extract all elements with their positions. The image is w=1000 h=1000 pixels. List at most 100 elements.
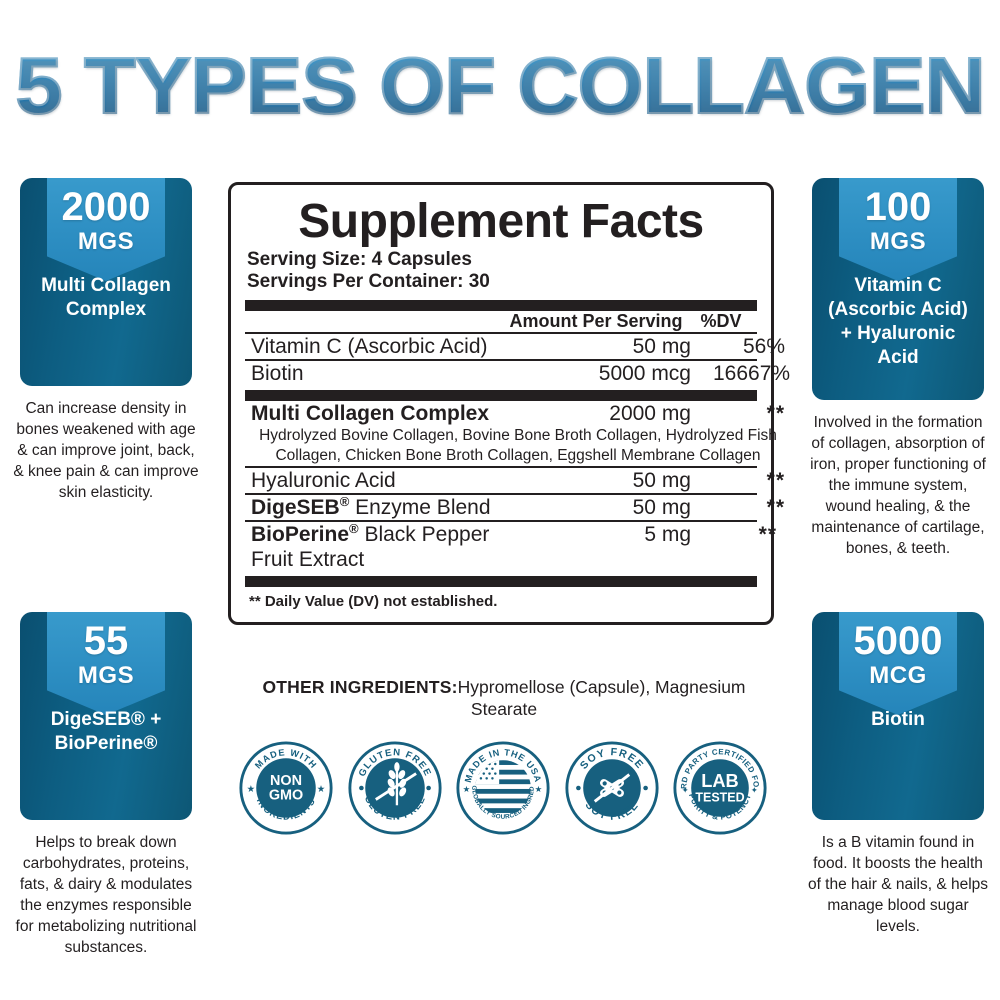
rule-thick-top <box>245 300 757 311</box>
badge-amount: 55 <box>83 619 129 663</box>
left-badge-column: 2000 MGS Multi Collagen Complex Can incr… <box>8 178 204 503</box>
nutrient-dv: ** <box>758 523 777 546</box>
badge-card: 100 MGS Vitamin C (Ascorbic Acid) + Hyal… <box>812 178 984 400</box>
badge-description: Involved in the formation of collagen, a… <box>810 414 986 557</box>
nutrient-name: DigeSEB® Enzyme Blend <box>245 495 513 520</box>
svg-text:✦: ✦ <box>682 785 690 795</box>
nutrient-amount: 50 mg <box>632 469 691 492</box>
nutrient-rows-ha: Hyaluronic Acid 50 mg ** <box>245 468 791 493</box>
badge-ribbon: 5000 MCG <box>839 612 957 715</box>
badge-description: Helps to break down carbohydrates, prote… <box>15 834 197 956</box>
nutrient-name: Biotin <box>251 362 304 385</box>
flag-glyph <box>475 760 531 816</box>
badge-amount: 2000 <box>61 185 151 229</box>
badge-name: DigeSEB® + BioPerine® <box>50 709 162 754</box>
nutrient-dv: ** <box>766 402 785 425</box>
badge-multi-collagen-complex: 2000 MGS Multi Collagen Complex Can incr… <box>8 178 204 503</box>
badge-unit: MGS <box>869 228 927 255</box>
nutrient-brand: DigeSEB <box>251 496 340 519</box>
table-header-row: Amount Per Serving %DV <box>245 311 757 332</box>
badge-unit: MGS <box>77 662 135 689</box>
badge-name: Multi Collagen Complex <box>41 275 171 320</box>
svg-text:★: ★ <box>317 784 326 795</box>
nutrient-amount: 5 mg <box>644 523 691 546</box>
col-header-name <box>245 311 507 332</box>
svg-text:✦: ✦ <box>751 785 759 795</box>
nutrient-rows-top: Vitamin C (Ascorbic Acid) 50 mg 56% <box>245 334 791 359</box>
badge-biotin: 5000 MCG Biotin Is a B vitamin found in … <box>800 612 996 937</box>
row-divider <box>245 493 757 495</box>
badge-unit: MCG <box>869 662 927 689</box>
registered-mark-icon: ® <box>339 494 350 509</box>
col-header-dv: %DV <box>700 311 742 331</box>
badge-unit: MGS <box>77 228 135 255</box>
page-title: 5 TYPES OF COLLAGEN <box>0 43 1000 129</box>
svg-text:TESTED: TESTED <box>695 790 744 804</box>
other-ingredients: OTHER INGREDIENTS:Hypromellose (Capsule)… <box>228 676 780 720</box>
table-row: Biotin 5000 mcg 16667% <box>245 361 791 386</box>
badge-vitamin-c-hyaluronic-acid: 100 MGS Vitamin C (Ascorbic Acid) + Hyal… <box>800 178 996 559</box>
badge-amount: 100 <box>864 185 932 229</box>
rule-thick-bottom <box>245 576 757 587</box>
servings-per-container: Servings Per Container: 30 <box>247 271 490 292</box>
row-divider <box>245 359 757 361</box>
table-row: Multi Collagen Complex 2000 mg ** <box>245 401 791 426</box>
nutrient-amount: 50 mg <box>632 335 691 358</box>
nutrient-amount: 50 mg <box>632 496 691 519</box>
right-badge-column: 100 MGS Vitamin C (Ascorbic Acid) + Hyal… <box>800 178 996 559</box>
badge-name: Biotin <box>871 709 925 730</box>
supplement-facts-table: Amount Per Serving %DV <box>245 311 757 332</box>
table-row: DigeSEB® Enzyme Blend 50 mg ** <box>245 495 791 520</box>
svg-text:★: ★ <box>247 784 256 795</box>
serving-size: Serving Size: 4 Capsules <box>247 249 472 270</box>
nutrient-rows-blend: Multi Collagen Complex 2000 mg ** Hydrol… <box>245 401 791 466</box>
nutrient-name-rest: Black Pepper Fruit Extract <box>251 523 490 571</box>
badge-ribbon: 2000 MGS <box>47 178 165 281</box>
supplement-facts-panel: Supplement Facts Serving Size: 4 Capsule… <box>228 182 790 625</box>
nutrient-dv: ** <box>766 469 785 492</box>
badge-card: 5000 MCG Biotin <box>812 612 984 820</box>
registered-mark-icon: ® <box>349 521 359 536</box>
badge-card: 55 MGS DigeSEB® + BioPerine® <box>20 612 192 820</box>
badge-name: Vitamin C (Ascorbic Acid) + Hyaluronic A… <box>828 275 968 368</box>
row-divider <box>245 520 757 522</box>
table-row: Vitamin C (Ascorbic Acid) 50 mg 56% <box>245 334 791 359</box>
badge-ribbon: 55 MGS <box>47 612 165 715</box>
svg-text:NON: NON <box>270 773 302 789</box>
badge-amount: 5000 <box>853 619 943 663</box>
other-ingredients-value: Hypromellose (Capsule), Magnesium Steara… <box>457 677 746 719</box>
nutrient-rows-bioperine: BioPerine® Black Pepper Fruit Extract 5 … <box>245 522 783 572</box>
svg-text:GMO: GMO <box>269 788 303 804</box>
table-row: BioPerine® Black Pepper Fruit Extract 5 … <box>245 522 783 572</box>
nutrient-dv: 56% <box>742 335 785 358</box>
lab-tested-seal: 3RD PARTY CERTIFIED FOR PURITY & POTENCY… <box>672 740 767 835</box>
nutrient-rows-digeseb: DigeSEB® Enzyme Blend 50 mg ** <box>245 495 791 520</box>
nutrient-name: Multi Collagen Complex <box>251 402 490 425</box>
other-ingredients-label: OTHER INGREDIENTS: <box>262 677 458 697</box>
badge-description: Is a B vitamin found in food. It boosts … <box>807 834 989 935</box>
rule-under-header <box>245 332 757 334</box>
badge-ribbon: 100 MGS <box>839 178 957 281</box>
soy-free-seal: SOY FREE SOY FREE <box>564 741 659 835</box>
nutrient-rows-biotin: Biotin 5000 mcg 16667% <box>245 361 791 386</box>
left-badge-column-lower: 55 MGS DigeSEB® + BioPerine® Helps to br… <box>8 612 204 958</box>
nutrient-amount: 5000 mcg <box>598 362 691 385</box>
non-gmo-seal: MADE WITH INGREDIENTS NON GMO ★ ★ <box>239 741 333 835</box>
svg-text:★: ★ <box>535 784 543 794</box>
badge-card: 2000 MGS Multi Collagen Complex <box>20 178 192 386</box>
row-divider <box>245 466 757 468</box>
gluten-free-seal: GLUTEN FREE GLUTEN FREE <box>347 741 442 835</box>
nutrient-name: Vitamin C (Ascorbic Acid) <box>251 335 488 358</box>
nutrient-name-rest: Enzyme Blend <box>349 496 491 519</box>
daily-value-note: ** Daily Value (DV) not established. <box>249 593 498 610</box>
nutrient-brand: BioPerine <box>251 523 350 546</box>
nutrient-dv: 16667% <box>713 362 791 385</box>
nutrient-name: BioPerine® Black Pepper Fruit Extract <box>245 522 513 572</box>
badge-description: Can increase density in bones weakened w… <box>13 400 199 501</box>
rule-thick-mid <box>245 390 757 401</box>
svg-text:★: ★ <box>463 784 471 794</box>
nutrient-name: Hyaluronic Acid <box>251 469 396 492</box>
nutrient-dv: ** <box>766 496 785 519</box>
blend-ingredients: Hydrolyzed Bovine Collagen, Bovine Bone … <box>259 427 777 464</box>
supplement-facts-heading: Supplement Facts <box>298 195 704 248</box>
